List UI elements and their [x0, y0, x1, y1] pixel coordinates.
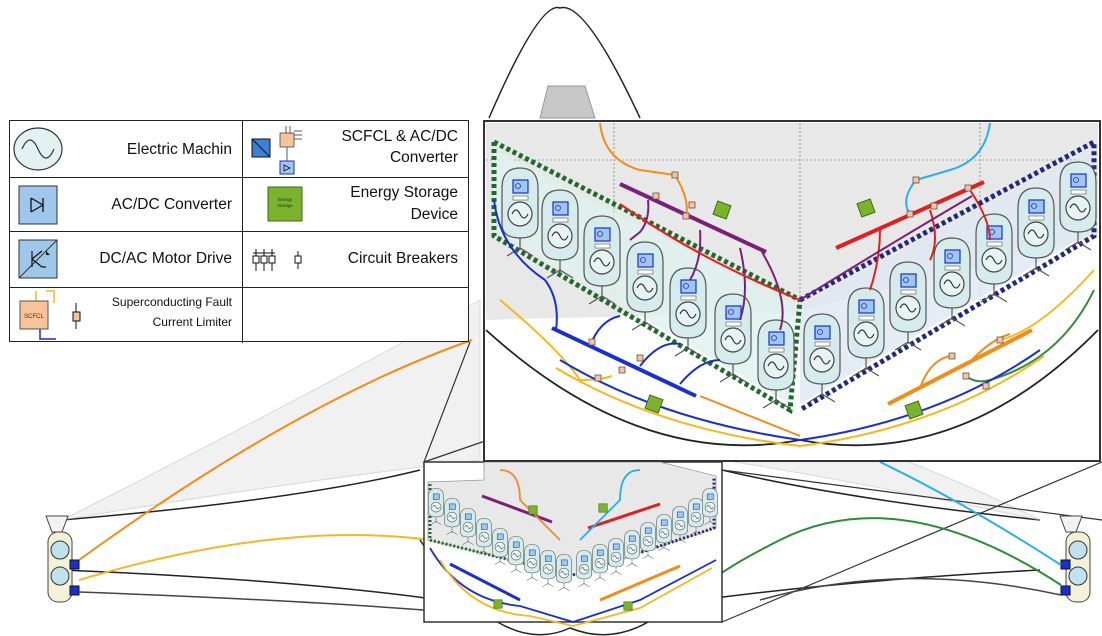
energy-icon-text1: Energy — [278, 197, 293, 202]
scfcl-converter-icon — [251, 126, 302, 175]
legend-label-energy-storage-line1: Energy Storage — [350, 184, 458, 201]
legend-label-acdc-converter: AC/DC Converter — [111, 196, 232, 213]
legend-label-scfcl-line1: Superconducting Fault — [111, 295, 232, 309]
energy-storage-icon: Energy Storage — [267, 186, 303, 222]
legend-divider — [10, 287, 468, 288]
legend: Electric Machin SCFCL & AC/DC Converter … — [9, 120, 469, 343]
circuit-breakers-icon — [252, 249, 302, 271]
legend-label-circuit-breakers: Circuit Breakers — [347, 250, 458, 267]
legend-divider — [10, 177, 468, 178]
dcac-motor-drive-icon — [18, 239, 58, 279]
left-wingtip-engine — [45, 515, 80, 603]
right-wingtip-engine — [1059, 515, 1091, 603]
small-inset — [423, 461, 723, 627]
legend-label-dcac-motor-drive: DC/AC Motor Drive — [99, 250, 232, 267]
legend-divider — [10, 231, 468, 232]
legend-label-electric-machine: Electric Machin — [126, 141, 232, 158]
scfcl-icon-text: SCFCL — [24, 314, 44, 320]
legend-label-scfcl-line2: Current Limiter — [152, 315, 232, 329]
legend-column-divider — [242, 121, 243, 343]
legend-label-energy-storage-line2: Device — [410, 206, 458, 223]
zoom-connector-lines — [423, 341, 1102, 623]
acdc-converter-icon — [18, 185, 58, 225]
legend-label-scfcl-converter-line1: SCFCL & AC/DC — [341, 128, 458, 145]
legend-label-scfcl-converter-line2: Converter — [389, 149, 458, 166]
energy-icon-text2: Storage — [277, 203, 293, 208]
scfcl-icon: SCFCL — [19, 290, 81, 340]
electric-machine-icon — [13, 127, 63, 171]
large-inset — [483, 120, 1101, 462]
